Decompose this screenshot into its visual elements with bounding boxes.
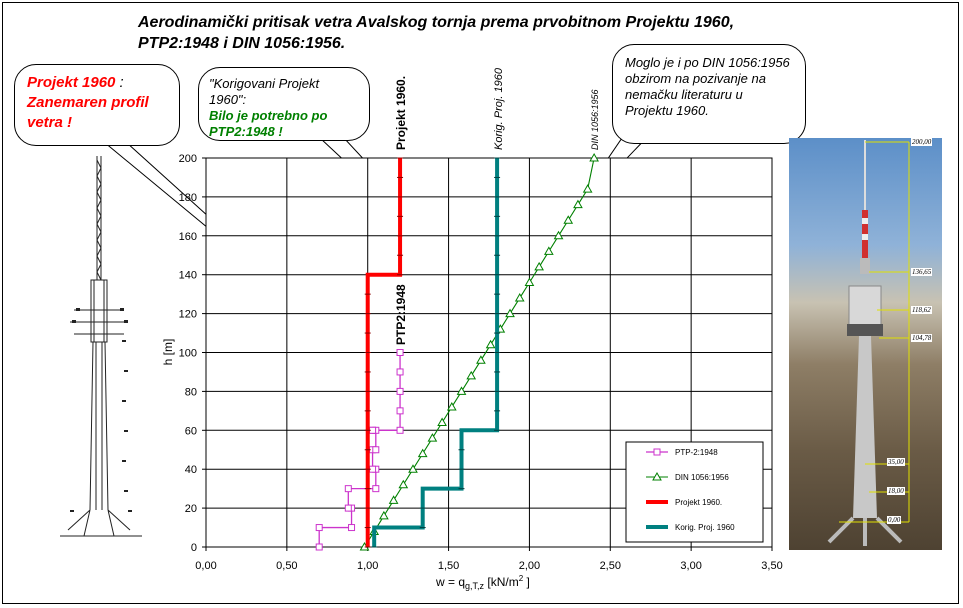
data-point-ptp [396, 407, 404, 415]
x-tick-label: 3,50 [761, 560, 782, 572]
x-tick-label: 0,50 [276, 560, 297, 572]
series-line-korig [372, 158, 500, 547]
data-point-din [582, 184, 593, 193]
tower-structural-drawing [60, 156, 142, 537]
data-point-din [379, 510, 389, 520]
data-point-ptp [372, 485, 380, 493]
y-tick-label: 0 [191, 542, 197, 554]
title-line-2: PTP2:1948 i DIN 1056:1956. [138, 35, 346, 52]
tower-photo: 200,00 136,65 118,62 104,78 35,00 18,00 … [789, 138, 942, 550]
y-tick-label: 180 [179, 192, 197, 204]
data-point-ptp [344, 504, 352, 512]
data-point-din [485, 339, 496, 349]
callout-projekt-body: Zanemaren profil vetra ! [27, 94, 149, 131]
data-point-din [573, 199, 583, 209]
x-tick-label: 1,50 [438, 560, 459, 572]
callout-projekt-head: Projekt 1960 [27, 74, 116, 91]
data-point-din [466, 370, 477, 380]
data-point-ptp [315, 543, 323, 551]
series-layer [315, 152, 599, 551]
height-label-0: 0,00 [887, 516, 902, 524]
callout-din: Moglo je i po DIN 1056:1956 obzirom na p… [612, 44, 806, 144]
series-labels: Projekt 1960. PTP2:1948 Korig. Proj. 1960 D… [394, 67, 600, 345]
callout-projekt-colon: : [115, 74, 124, 91]
x-tick-label: 2,50 [600, 560, 621, 572]
data-point-din [543, 246, 554, 255]
data-point-ptp [315, 524, 323, 532]
data-point-din [427, 433, 438, 442]
y-tick-label: 40 [185, 464, 197, 476]
data-point-din [476, 355, 486, 364]
height-label-35: 35,00 [887, 458, 905, 466]
data-point-din [446, 401, 457, 411]
y-tick-label: 200 [179, 153, 197, 165]
height-label-118: 118,62 [911, 306, 932, 314]
data-point-ptp [372, 446, 380, 454]
data-point-din [534, 261, 544, 271]
callout-korigovani-body: Bilo je potrebno po PTP2:1948 ! [209, 108, 328, 139]
data-point-ptp [396, 387, 404, 395]
y-axis-label: h [m] [161, 339, 175, 366]
data-point-ptp [396, 368, 404, 376]
y-tick-label: 60 [185, 425, 197, 437]
photo-height-labels: 200,00 136,65 118,62 104,78 35,00 18,00 … [789, 138, 942, 550]
legend-marker-ptp [653, 448, 661, 456]
x-axis-label: w = qg,T,z [kN/m2 ] [435, 574, 530, 591]
callout-korigovani: "Korigovani Projekt 1960": Bilo je potre… [198, 67, 370, 141]
data-point-din [589, 152, 599, 162]
data-point-ptp [396, 349, 404, 356]
label-projekt-1960: Projekt 1960. [394, 76, 408, 150]
callout-din-text: Moglo je i po DIN 1056:1956 obzirom na p… [625, 55, 790, 118]
y-tick-label: 140 [179, 270, 197, 282]
legend-label-korig: Korig. Proj. 1960 [675, 523, 735, 532]
callout-projekt-1960: Projekt 1960 : Zanemaren profil vetra ! [14, 64, 180, 146]
label-din-1056: DIN 1056:1956 [590, 89, 600, 150]
x-tick-label: 3,00 [680, 560, 701, 572]
data-point-din [553, 230, 564, 240]
height-label-18: 18,00 [887, 487, 905, 495]
label-korig-proj-1960: Korig. Proj. 1960 [493, 67, 505, 150]
data-point-ptp [344, 485, 352, 493]
data-point-din [388, 495, 399, 504]
legend-marker-din [652, 471, 662, 481]
label-ptp2-1948: PTP2:1948 [394, 284, 408, 345]
legend: PTP-2:1948 DIN 1056:1956 Projekt 1960. Kori… [625, 441, 764, 543]
data-point-din [417, 448, 428, 458]
height-label-136: 136,65 [911, 268, 933, 276]
legend-label-ptp: PTP-2:1948 [675, 448, 718, 457]
data-point-din [437, 417, 447, 427]
data-point-din [524, 277, 535, 286]
page-title: Aerodinamički pritisak vetra Avalskog to… [138, 12, 734, 54]
data-point-ptp [348, 524, 356, 532]
axes: 0 20 40 60 80 100 120 140 160 180 200 0,00 0,50 1,00 1… [161, 153, 783, 591]
data-point-din [398, 479, 409, 489]
height-label-104: 104,78 [911, 334, 933, 342]
tower-silhouette [827, 140, 903, 546]
data-point-din [456, 386, 467, 395]
y-tick-label: 80 [185, 386, 197, 398]
data-point-din [505, 308, 515, 318]
height-label-200: 200,00 [911, 138, 933, 146]
legend-label-projekt: Projekt 1960. [675, 498, 722, 507]
callout-korigovani-quote: "Korigovani Projekt 1960": [209, 76, 320, 107]
title-line-1: Aerodinamički pritisak vetra Avalskog to… [138, 14, 735, 31]
x-tick-label: 2,00 [519, 560, 540, 572]
y-tick-label: 160 [179, 231, 197, 243]
data-point-din [563, 215, 574, 224]
y-tick-label: 120 [179, 309, 197, 321]
y-tick-label: 20 [185, 503, 197, 515]
x-tick-label: 1,00 [357, 560, 378, 572]
data-point-din [408, 464, 418, 473]
y-tick-label: 100 [179, 348, 197, 360]
data-point-ptp [396, 426, 404, 434]
legend-label-din: DIN 1056:1956 [675, 473, 729, 482]
x-tick-label: 0,00 [195, 560, 216, 572]
data-point-din [514, 293, 525, 302]
